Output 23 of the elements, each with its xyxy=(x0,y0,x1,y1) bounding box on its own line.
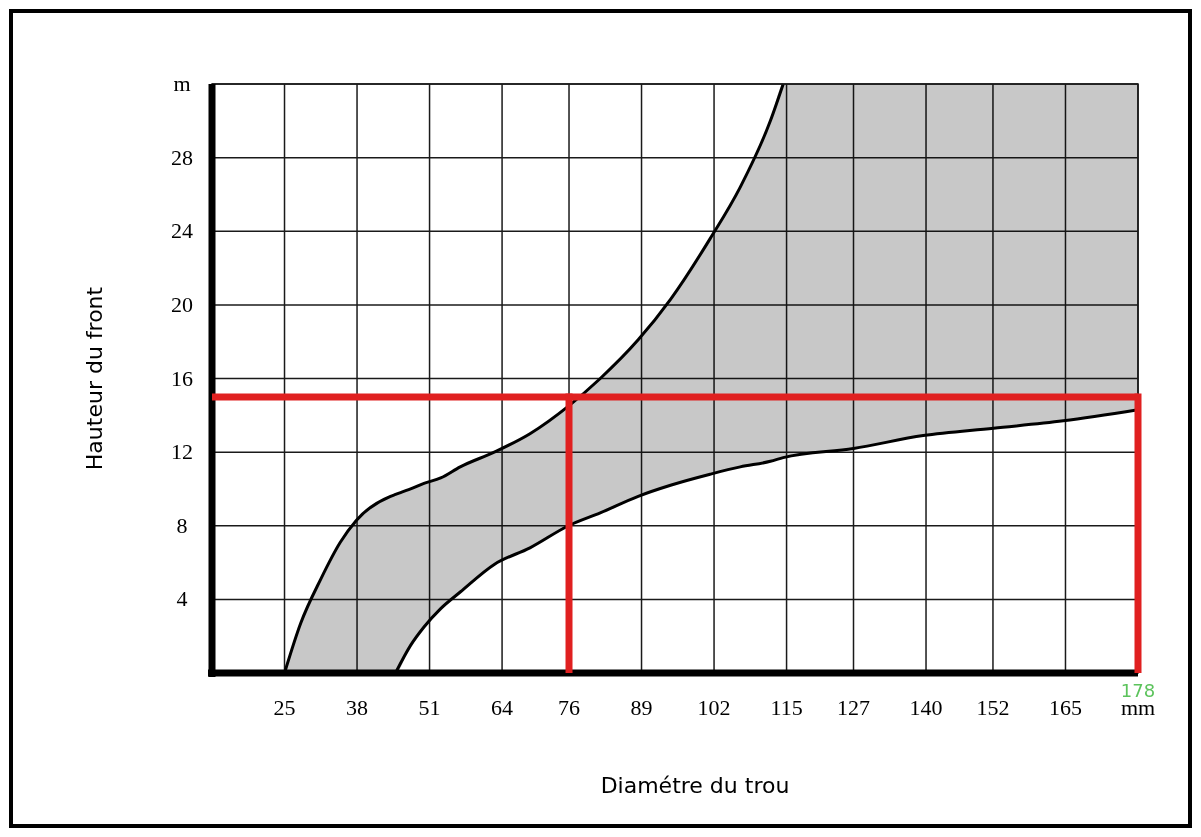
x-tick-label: 89 xyxy=(630,695,653,720)
x-tick-label: 152 xyxy=(976,695,1010,720)
x-tick-label: 102 xyxy=(697,695,731,720)
y-tick-label: 24 xyxy=(171,218,193,244)
y-axis-title: Hauteur du front xyxy=(82,286,107,471)
y-tick-label: 20 xyxy=(171,291,193,317)
y-tick-label: 16 xyxy=(171,365,193,391)
x-tick-label: 51 xyxy=(418,695,441,720)
y-tick-label: 8 xyxy=(176,512,188,538)
x-tick-label: 115 xyxy=(770,695,803,720)
x-tick-label: 165 xyxy=(1048,695,1082,720)
y-tick-label: 4 xyxy=(176,586,188,612)
annotation: 178 xyxy=(1120,680,1156,701)
y-tick-label: 12 xyxy=(171,439,193,465)
y-tick-label: 28 xyxy=(171,144,193,170)
x-tick-label: 127 xyxy=(837,695,871,720)
x-tick-label: 76 xyxy=(558,695,581,720)
x-tick-label: 64 xyxy=(491,695,514,720)
x-tick-label: 140 xyxy=(909,695,943,720)
x-axis-title: Diamétre du trou xyxy=(600,773,790,798)
x-tick-label: 38 xyxy=(346,695,369,720)
y-tick-label: m xyxy=(173,71,191,96)
x-tick-label: 25 xyxy=(273,695,296,720)
